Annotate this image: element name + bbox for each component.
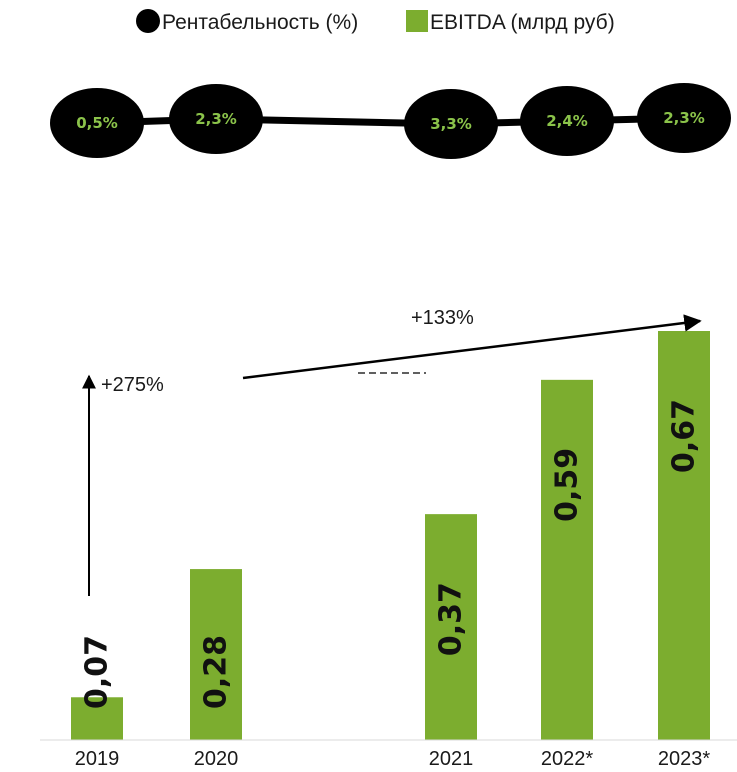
growth-arrow-2020-2023	[242, 314, 702, 380]
margin-point-2020	[169, 84, 263, 154]
ebitda-bar-2023	[658, 331, 710, 740]
margin-point-2023	[637, 83, 731, 153]
margin-point-2019	[50, 88, 144, 158]
legend-marker-margin	[136, 9, 160, 33]
margin-point-2021	[404, 89, 498, 159]
margin-series: 0,5% 2,3% 3,3% 2,4% 2,3%	[50, 83, 731, 159]
ebitda-bar-2022	[541, 379, 593, 740]
ebitda-bar-2020	[190, 569, 242, 740]
margin-value-label: 0,5%	[76, 114, 118, 132]
ebitda-value-label: 0,37	[434, 582, 469, 656]
ebitda-value-label: 0,07	[80, 635, 115, 709]
margin-value-label: 3,3%	[430, 115, 472, 133]
legend-swatch-ebitda	[406, 10, 428, 32]
growth-label-2020-2023: +133%	[411, 307, 474, 329]
x-axis-ticks: 2019 2020 2021 2022* 2023*	[75, 748, 711, 770]
growth-label-2019-2020: +275%	[101, 374, 164, 396]
x-tick-label: 2022*	[541, 748, 593, 770]
ebitda-value-label: 0,28	[199, 635, 234, 709]
margin-point-2022	[520, 86, 614, 156]
x-tick-label: 2023*	[658, 748, 710, 770]
ebitda-value-label: 0,59	[550, 448, 585, 522]
margin-value-label: 2,3%	[663, 109, 705, 127]
growth-annotations: +275% +133%	[82, 307, 702, 596]
margin-value-label: 2,3%	[195, 110, 237, 128]
legend: Рентабельность (%) EBITDA (млрд руб)	[136, 9, 615, 34]
ebitda-bar-2019	[71, 697, 123, 740]
x-tick-label: 2020	[194, 748, 239, 770]
legend-label-ebitda: EBITDA (млрд руб)	[430, 11, 615, 34]
margin-value-label: 2,4%	[546, 112, 588, 130]
legend-label-margin: Рентабельность (%)	[162, 11, 358, 34]
ebitda-bar-2021	[425, 514, 477, 740]
ebitda-value-label: 0,67	[667, 399, 702, 473]
x-tick-label: 2021	[429, 748, 474, 770]
x-tick-label: 2019	[75, 748, 120, 770]
ebitda-series: 0,07 0,28 0,37 0,59 0,67	[71, 331, 710, 740]
